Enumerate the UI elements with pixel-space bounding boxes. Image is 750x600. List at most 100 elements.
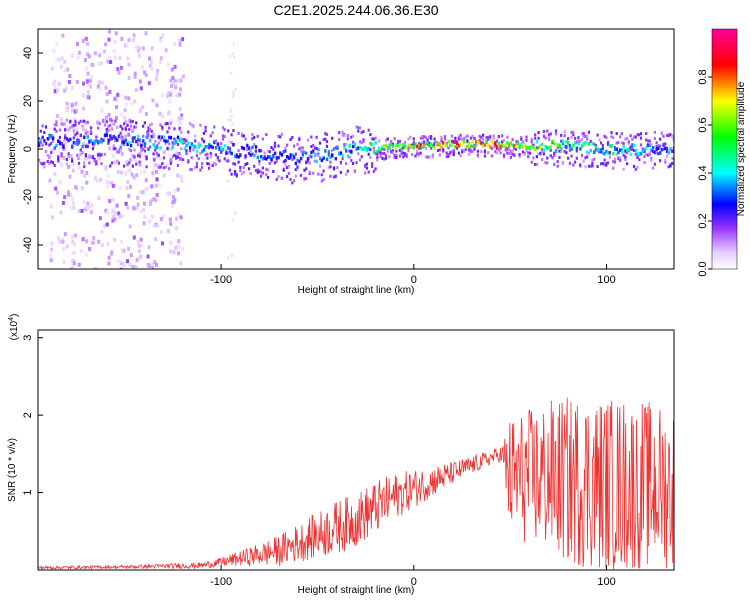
ridge-cell xyxy=(140,145,143,149)
ridge-cell xyxy=(494,143,497,147)
noise-cell xyxy=(60,56,64,61)
ridge-cell xyxy=(79,152,82,156)
colorbar-gradient xyxy=(711,28,738,270)
ridge-cell xyxy=(294,174,297,178)
ridge-cell xyxy=(161,125,164,129)
ridge-cell xyxy=(322,178,325,182)
ridge-cell xyxy=(369,133,372,137)
noise-cell xyxy=(232,91,235,95)
ridge-cell xyxy=(369,141,372,146)
ridge-cell xyxy=(298,159,301,164)
ridge-cell xyxy=(636,165,639,169)
ridge-cell xyxy=(627,142,630,145)
ridge-cell xyxy=(204,125,207,129)
ridge-cell xyxy=(430,136,433,140)
ridge-cell xyxy=(107,138,110,142)
ridge-cell xyxy=(315,147,318,150)
ridge-cell xyxy=(339,170,342,174)
ridge-cell xyxy=(561,139,565,144)
ridge-cell xyxy=(180,130,183,134)
ridge-cell xyxy=(502,144,506,149)
ridge-cell xyxy=(214,139,218,143)
ridge-cell xyxy=(325,157,329,162)
noise-cell xyxy=(154,198,158,203)
ridge-cell xyxy=(208,143,211,147)
ridge-cell xyxy=(423,135,426,139)
ridge-cell xyxy=(254,151,257,155)
noise-cell xyxy=(118,56,122,61)
noise-cell xyxy=(169,249,172,254)
ridge-cell xyxy=(199,143,202,147)
ridge-cell xyxy=(567,141,570,145)
noise-cell xyxy=(122,262,126,267)
noise-cell xyxy=(105,92,109,97)
ridge-cell xyxy=(157,166,160,170)
ridge-cell xyxy=(38,137,41,141)
ridge-cell xyxy=(515,147,518,151)
ridge-cell xyxy=(251,137,254,141)
ridge-cell xyxy=(636,152,639,156)
ridge-cell xyxy=(384,138,388,142)
noise-cell xyxy=(82,106,86,111)
ridge-cell xyxy=(88,161,91,165)
ridge-cell xyxy=(495,139,499,143)
ridge-cell xyxy=(589,148,592,153)
ridge-cell xyxy=(620,141,623,145)
noise-cell xyxy=(136,239,140,244)
noise-cell xyxy=(67,164,71,169)
ridge-cell xyxy=(639,132,643,136)
ridge-cell xyxy=(664,146,667,150)
ridge-cell xyxy=(542,148,546,153)
ridge-cell xyxy=(168,167,171,171)
noise-cell xyxy=(111,218,115,223)
ridge-cell xyxy=(450,150,453,154)
ridge-cell xyxy=(548,136,551,139)
ridge-cell xyxy=(579,139,582,143)
ridge-cell xyxy=(371,165,374,168)
ridge-cell xyxy=(358,146,362,150)
ridge-cell xyxy=(639,151,643,156)
noise-cell xyxy=(165,163,169,168)
ridge-cell xyxy=(83,135,86,139)
noise-cell xyxy=(173,64,177,69)
ridge-cell xyxy=(528,151,532,155)
snr-series-line xyxy=(38,397,674,570)
noise-cell xyxy=(171,203,174,208)
ridge-cell xyxy=(386,146,389,151)
ridge-cell xyxy=(463,137,466,141)
ridge-cell xyxy=(376,158,379,162)
noise-cell xyxy=(173,81,177,86)
ridge-cell xyxy=(306,159,310,163)
noise-cell xyxy=(167,91,171,95)
noise-cell xyxy=(150,184,154,189)
ridge-cell xyxy=(475,140,478,144)
noise-cell xyxy=(76,153,80,158)
ridge-cell xyxy=(662,147,665,151)
ridge-cell xyxy=(121,139,124,143)
ridge-cell xyxy=(436,141,440,146)
ridge-cell xyxy=(502,138,506,142)
ridge-cell xyxy=(407,137,410,141)
noise-cell xyxy=(172,250,176,255)
ridge-cell xyxy=(249,172,252,175)
ridge-cell xyxy=(591,141,594,146)
ridge-cell xyxy=(652,150,655,153)
ridge-cell xyxy=(188,145,192,150)
ridge-cell xyxy=(152,133,155,136)
ridge-cell xyxy=(464,145,468,149)
ridge-cell xyxy=(324,132,327,136)
ridge-cell xyxy=(192,144,195,148)
ridge-cell xyxy=(528,147,532,151)
ridge-cell xyxy=(410,143,414,147)
noise-cell xyxy=(170,67,174,72)
ridge-cell xyxy=(129,149,133,153)
ridge-cell xyxy=(296,167,299,171)
ridge-cell xyxy=(117,150,120,154)
ridge-cell xyxy=(273,151,277,156)
noise-cell xyxy=(108,89,112,94)
ridge-cell xyxy=(374,136,377,140)
ridge-cell xyxy=(289,177,292,181)
ridge-cell xyxy=(123,122,126,126)
noise-cell xyxy=(131,264,135,269)
ridge-cell xyxy=(528,145,532,149)
